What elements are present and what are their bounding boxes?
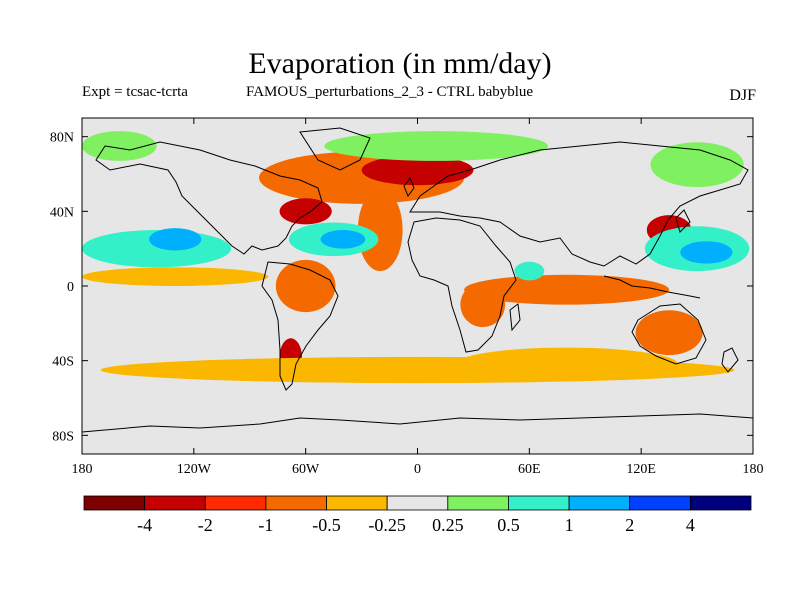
coastline-australia — [631, 303, 707, 365]
coastline-uk — [403, 176, 415, 198]
colorbar-label: -0.5 — [312, 515, 341, 535]
field-region-indian-ocean-increase — [464, 274, 670, 305]
y-tick-label: 40S — [52, 355, 74, 370]
colorbar-swatch — [83, 495, 146, 511]
colorbar-label: -0.25 — [368, 515, 406, 535]
experiment-label: Expt = tcsac-tcrta — [82, 84, 188, 100]
coastline-madagascar — [509, 303, 521, 332]
colorbar-label: -4 — [137, 515, 152, 535]
y-tick-label: 80S — [52, 429, 74, 444]
colorbar-swatch — [629, 495, 691, 511]
colorbar-label: -2 — [198, 515, 213, 535]
field-region-gulf-stream-increase — [279, 198, 332, 225]
field-region-siberia-decrease — [650, 142, 744, 188]
y-tick-label: 0 — [67, 280, 74, 295]
colorbar-label: -1 — [258, 515, 273, 535]
coastline-antarctica — [82, 413, 753, 433]
coastline-greenland — [299, 127, 371, 171]
colorbar-swatch — [144, 495, 206, 511]
field-region-arabian-sea-decrease — [514, 261, 545, 281]
y-tick-label: 40N — [50, 205, 74, 220]
x-tick-label: 180 — [743, 462, 764, 477]
field-region-north-pacific-core — [149, 228, 202, 251]
coastline-africa — [407, 217, 517, 353]
x-tick-label: 180 — [72, 462, 93, 477]
coastline-japan — [675, 209, 691, 233]
coastline-north-america — [95, 141, 323, 255]
field-region-tropical-pacific-band — [82, 267, 269, 286]
colorbar-label: 2 — [625, 515, 634, 535]
x-tick-label: 120E — [626, 462, 656, 477]
colorbar-swatch — [689, 495, 752, 511]
colorbar-label: 0.25 — [432, 515, 464, 535]
colorbar-label: 0.5 — [497, 515, 520, 535]
field-region-west-pacific-core — [680, 241, 733, 264]
field-region-east-africa-increase — [460, 282, 506, 328]
field-region-south-indian-band — [454, 347, 679, 382]
season-label: DJF — [729, 87, 756, 104]
colorbar-swatch — [265, 495, 327, 511]
field-region-subtropical-atlantic-core — [320, 230, 366, 249]
colorbar-swatch — [568, 495, 631, 511]
colorbar-label: 1 — [565, 515, 574, 535]
x-tick-label: 0 — [414, 462, 421, 477]
field-region-arctic-atlantic-decrease — [324, 131, 548, 161]
difference-label: FAMOUS_perturbations_2_3 - CTRL babyblue — [246, 84, 534, 100]
coastline-indonesia — [603, 275, 701, 299]
coastline-south-america — [261, 261, 339, 391]
field-region-south-america-increase — [275, 259, 336, 313]
coastline-eurasia — [409, 141, 749, 267]
y-tick-label: 80N — [50, 131, 74, 146]
chart-title: Evaporation (in mm/day) — [248, 47, 552, 80]
x-tick-label: 60W — [292, 462, 320, 477]
field-region-australia-increase — [635, 310, 703, 356]
coastline-new-zealand — [721, 347, 739, 373]
colorbar-swatch — [326, 495, 388, 511]
field-region-east-atlantic-band — [357, 188, 403, 272]
colorbar-label: 4 — [686, 515, 695, 535]
colorbar-swatch — [386, 495, 449, 511]
x-tick-label: 120W — [177, 462, 212, 477]
colorbar-swatch — [204, 495, 267, 511]
colorbar-swatch — [447, 495, 509, 511]
colorbar-swatch — [508, 495, 570, 511]
x-tick-label: 60E — [518, 462, 541, 477]
